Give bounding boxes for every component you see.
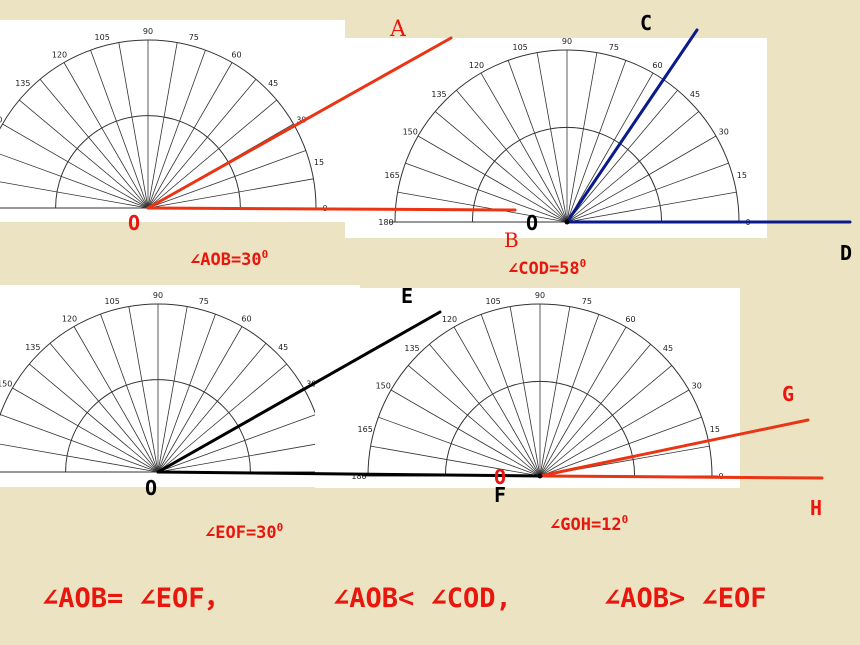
protractor-cod-scale-15: 15 [737,171,747,180]
protractor-goh-scale-30: 30 [692,382,702,391]
protractor-cod-scale-45: 45 [690,90,700,99]
label-e: E [401,284,413,308]
label-o-cod: O [526,211,538,235]
protractor-eof-scale-45: 45 [278,343,288,352]
protractor-cod-scale-30: 30 [719,128,729,137]
caption-cod: ∠COD=580 [508,257,586,279]
protractor-aob-scale-105: 105 [95,33,110,42]
protractor-aob-scale-150: 150 [0,116,2,125]
protractor-aob-scale-135: 135 [15,79,30,88]
ray-ob [148,208,515,210]
label-o-goh: O [494,465,506,489]
protractor-goh-scale-15: 15 [710,425,720,434]
protractor-cod-scale-135: 135 [431,90,446,99]
protractor-layer: 0153045607590105120135150165180015304560… [0,20,767,488]
protractor-aob-scale-60: 60 [231,51,241,60]
protractor-eof-scale-135: 135 [25,343,40,352]
protractor-aob-scale-15: 15 [314,158,324,167]
protractor-goh-scale-90: 90 [535,291,545,300]
protractor-eof-scale-90: 90 [153,291,163,300]
summary-greater: ∠AOB> ∠EOF [604,583,767,614]
protractor-cod-scale-105: 105 [513,43,528,52]
protractor-eof-scale-150: 150 [0,380,12,389]
ray-oh [540,476,822,478]
label-d: D [840,241,852,265]
protractor-goh-scale-135: 135 [404,344,419,353]
label-b: B [504,228,519,252]
label-c: C [640,11,652,35]
caption-aob: ∠AOB=300 [190,248,268,270]
label-o-eof: O [145,476,157,500]
label-a: A [389,17,407,42]
caption-goh: ∠GOH=120 [550,513,628,535]
protractor-cod-scale-90: 90 [562,37,572,46]
protractor-goh-scale-150: 150 [376,382,391,391]
protractor-cod-scale-60: 60 [652,61,662,70]
label-g: G [782,382,794,406]
vertex-dot-1 [538,474,543,479]
protractor-goh-scale-120: 120 [442,315,457,324]
label-h: H [810,496,822,520]
protractor-aob-scale-90: 90 [143,27,153,36]
protractor-goh: 0153045607590105120135150165180 [315,288,740,488]
vertex-dot-0 [565,220,570,225]
protractor-eof-scale-75: 75 [199,297,209,306]
protractor-cod-scale-75: 75 [609,43,619,52]
protractor-aob-scale-45: 45 [268,79,278,88]
protractor-eof-scale-120: 120 [62,315,77,324]
protractor-aob-scale-75: 75 [189,33,199,42]
caption-eof: ∠EOF=300 [205,521,283,543]
summary-equal: ∠AOB= ∠EOF， [42,583,232,614]
protractor-eof-scale-60: 60 [241,315,251,324]
protractor-cod-scale-180: 180 [378,218,393,227]
protractor-cod-scale-120: 120 [469,61,484,70]
protractor-cod-scale-165: 165 [385,171,400,180]
summary-less: ∠AOB< ∠COD, [333,583,512,614]
protractor-goh-scale-165: 165 [358,425,373,434]
protractor-goh-scale-60: 60 [625,315,635,324]
protractor-eof-scale-105: 105 [105,297,120,306]
protractor-goh-scale-45: 45 [663,344,673,353]
label-o-aob: O [128,211,140,235]
protractor-aob-scale-120: 120 [52,51,67,60]
protractor-cod-scale-150: 150 [403,128,418,137]
protractor-goh-scale-105: 105 [486,297,501,306]
protractor-goh-scale-75: 75 [582,297,592,306]
